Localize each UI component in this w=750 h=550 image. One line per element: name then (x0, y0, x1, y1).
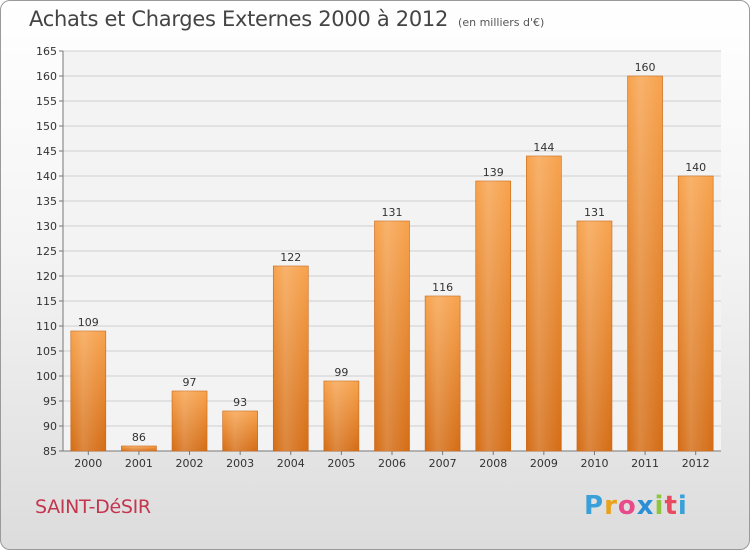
bar-highlight (526, 156, 562, 451)
logo-letter: i (677, 491, 688, 521)
y-tick-label: 90 (43, 420, 57, 433)
logo-letter: P (584, 491, 605, 521)
chart-title-text: Achats et Charges Externes 2000 à 2012 (29, 7, 449, 31)
bar-highlight (70, 331, 106, 451)
x-tick-label: 2005 (327, 457, 355, 470)
logo-letter: o (617, 491, 637, 521)
logo-letter: i (654, 491, 665, 521)
x-tick-label: 2011 (631, 457, 659, 470)
value-label: 109 (78, 316, 99, 329)
y-tick-label: 135 (36, 195, 57, 208)
bar-highlight (222, 411, 258, 451)
y-tick-label: 160 (36, 70, 57, 83)
logo-letter: r (604, 491, 618, 521)
chart-subtitle: (en milliers d'€) (458, 16, 545, 29)
value-label: 139 (483, 166, 504, 179)
y-tick-label: 115 (36, 295, 57, 308)
proxiti-logo: Proxiti (584, 491, 688, 521)
value-label: 160 (635, 61, 656, 74)
y-tick-label: 85 (43, 445, 57, 458)
value-label: 93 (233, 396, 247, 409)
y-tick-label: 155 (36, 95, 57, 108)
value-label: 97 (183, 376, 197, 389)
value-label: 131 (382, 206, 403, 219)
commune-name: SAINT-DéSIR (35, 496, 151, 518)
y-tick-label: 105 (36, 345, 57, 358)
y-tick-label: 150 (36, 120, 57, 133)
value-label: 86 (132, 431, 146, 444)
y-tick-label: 130 (36, 220, 57, 233)
value-labels: 109 86 97 93 122 99 131 116 139 144 131 160 140 (78, 61, 706, 444)
x-tick-label: 2000 (74, 457, 102, 470)
bar-highlight (425, 296, 461, 451)
value-label: 131 (584, 206, 605, 219)
y-tick-label: 110 (36, 320, 57, 333)
x-tick-label: 2002 (176, 457, 204, 470)
value-label: 99 (334, 366, 348, 379)
value-label: 122 (280, 251, 301, 264)
x-tick-label: 2008 (479, 457, 507, 470)
bars (70, 75, 714, 452)
y-tick-label: 120 (36, 270, 57, 283)
bar-highlight (273, 266, 309, 451)
x-tick-label: 2007 (429, 457, 457, 470)
value-label: 116 (432, 281, 453, 294)
x-tick-label: 2012 (682, 457, 710, 470)
x-tick-label: 2006 (378, 457, 406, 470)
bar-highlight (475, 181, 511, 451)
bar-highlight (323, 381, 359, 451)
value-label: 144 (533, 141, 554, 154)
logo-letter: x (636, 491, 655, 521)
y-tick-label: 165 (36, 45, 57, 58)
x-tick-label: 2009 (530, 457, 558, 470)
y-tick-label: 100 (36, 370, 57, 383)
x-tick-label: 2010 (580, 457, 608, 470)
bar-highlight (678, 176, 714, 451)
y-tick-label: 95 (43, 395, 57, 408)
bar-highlight (374, 221, 410, 451)
bar-highlight (576, 221, 612, 451)
x-tick-label: 2003 (226, 457, 254, 470)
value-label: 140 (685, 161, 706, 174)
y-tick-label: 145 (36, 145, 57, 158)
x-tick-label: 2001 (125, 457, 153, 470)
bar-highlight (121, 446, 157, 451)
x-tick-label: 2004 (277, 457, 305, 470)
x-axis: 2000 2001 2002 2003 2004 2005 2006 2007 2008 2009… (74, 451, 710, 470)
logo-letter: t (664, 491, 678, 521)
y-tick-label: 140 (36, 170, 57, 183)
bar-highlight (627, 76, 663, 451)
chart-title: Achats et Charges Externes 2000 à 2012 (e… (29, 7, 544, 31)
y-tick-label: 125 (36, 245, 57, 258)
bar-highlight (172, 391, 208, 451)
